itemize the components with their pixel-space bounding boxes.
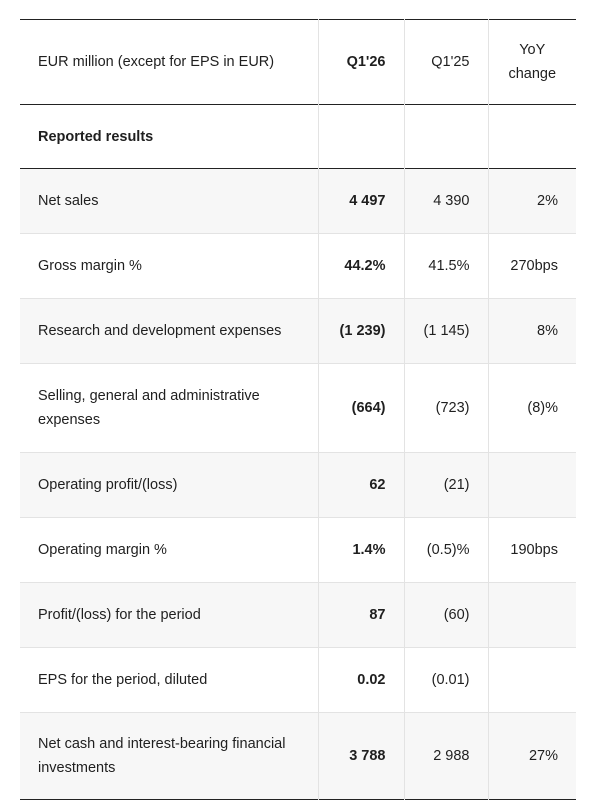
row-q1-25: (0.01) — [404, 647, 489, 713]
table-row: Gross margin % 44.2% 41.5% 270bps — [20, 233, 576, 299]
row-q1-26: 62 — [318, 452, 405, 518]
table-row: Operating profit/(loss) 62 (21) — [20, 452, 576, 518]
row-q1-25: (0.5)% — [404, 517, 489, 583]
row-label: Operating profit/(loss) — [20, 452, 319, 518]
row-q1-26: 87 — [318, 582, 405, 648]
row-label: Profit/(loss) for the period — [20, 582, 319, 648]
table-row: Operating margin % 1.4% (0.5)% 190bps — [20, 517, 576, 583]
row-q1-26: 3 788 — [318, 712, 405, 800]
row-q1-25: (21) — [404, 452, 489, 518]
table-row: Net sales 4 497 4 390 2% — [20, 168, 576, 234]
row-yoy: 8% — [488, 298, 576, 364]
row-yoy: 2% — [488, 168, 576, 234]
row-label: Selling, general and administrative expe… — [20, 363, 319, 453]
row-q1-26: 1.4% — [318, 517, 405, 583]
row-q1-25: (723) — [404, 363, 489, 453]
row-label: EPS for the period, diluted — [20, 647, 319, 713]
table-header-row: EUR million (except for EPS in EUR) Q1'2… — [20, 19, 576, 105]
reported-results-table: EUR million (except for EPS in EUR) Q1'2… — [20, 19, 576, 800]
row-label: Gross margin % — [20, 233, 319, 299]
table-row: EPS for the period, diluted 0.02 (0.01) — [20, 647, 576, 713]
table-row: Selling, general and administrative expe… — [20, 363, 576, 453]
header-q1-25: Q1'25 — [404, 19, 489, 105]
section-empty-cell — [318, 104, 405, 169]
row-q1-26: 4 497 — [318, 168, 405, 234]
row-q1-26: (664) — [318, 363, 405, 453]
row-label: Net sales — [20, 168, 319, 234]
row-q1-26: 44.2% — [318, 233, 405, 299]
results-table-container: EUR million (except for EPS in EUR) Q1'2… — [20, 19, 576, 800]
row-label: Research and development expenses — [20, 298, 319, 364]
row-q1-25: 2 988 — [404, 712, 489, 800]
row-q1-25: 4 390 — [404, 168, 489, 234]
table-row: Profit/(loss) for the period 87 (60) — [20, 582, 576, 648]
row-yoy — [488, 582, 576, 648]
row-yoy — [488, 648, 576, 713]
section-empty-cell — [404, 104, 489, 169]
table-row: Net cash and interest-bearing financial … — [20, 712, 576, 800]
header-metric: EUR million (except for EPS in EUR) — [20, 19, 319, 105]
row-q1-25: (60) — [404, 582, 489, 648]
row-yoy: 190bps — [510, 542, 558, 558]
row-yoy: 27% — [488, 712, 576, 800]
row-q1-25: 41.5% — [404, 233, 489, 299]
row-q1-26: 0.02 — [318, 647, 405, 713]
row-yoy: (8)% — [527, 400, 558, 416]
table-row: Research and development expenses (1 239… — [20, 298, 576, 364]
section-title: Reported results — [20, 104, 319, 169]
section-empty-cell — [488, 105, 576, 169]
row-label: Operating margin % — [20, 517, 319, 583]
header-yoy-change: YoY change — [508, 42, 557, 82]
row-q1-26: (1 239) — [318, 298, 405, 364]
row-label: Net cash and interest-bearing financial … — [20, 712, 319, 800]
section-row: Reported results — [20, 104, 576, 169]
row-q1-25: (1 145) — [404, 298, 489, 364]
row-yoy — [488, 452, 576, 518]
header-q1-26: Q1'26 — [318, 19, 405, 105]
row-yoy: 270bps — [510, 258, 558, 274]
